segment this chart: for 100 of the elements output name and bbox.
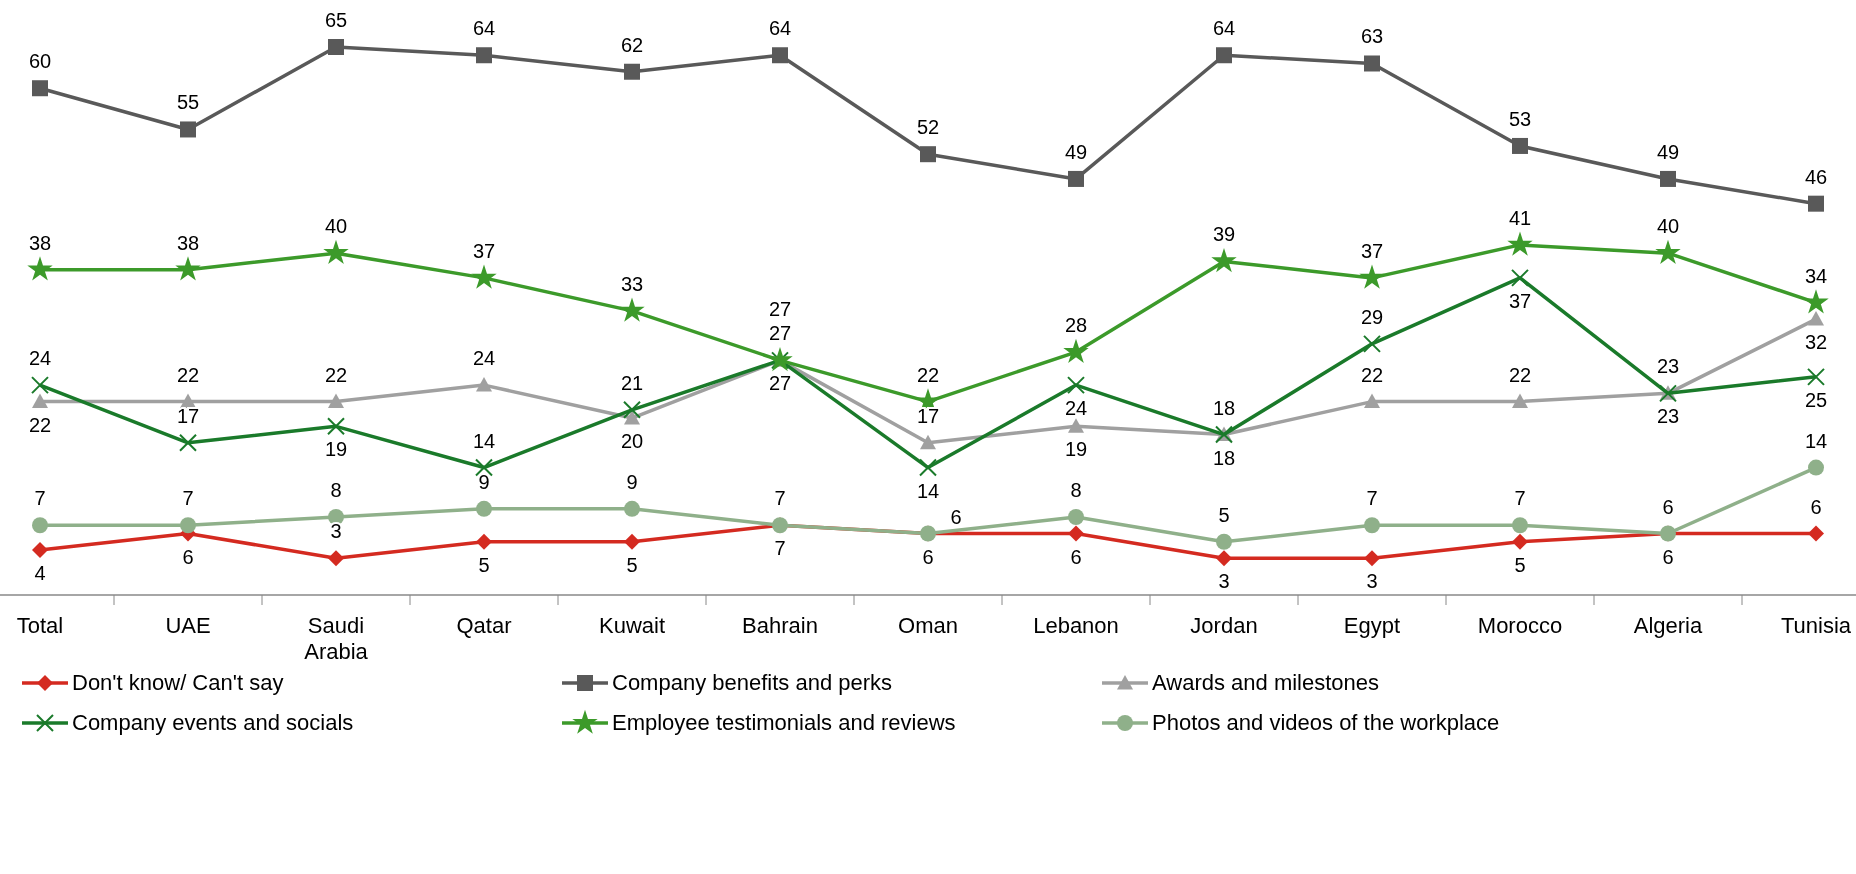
- point: [624, 63, 640, 80]
- data-label: 33: [620, 272, 644, 295]
- point: [32, 517, 48, 534]
- x-tick-label: Tunisia: [1780, 613, 1852, 638]
- data-label: 46: [1804, 165, 1828, 188]
- data-label: 34: [1804, 264, 1828, 287]
- data-label: 29: [1360, 305, 1384, 328]
- point: [323, 239, 349, 264]
- point: [624, 533, 640, 550]
- point: [476, 47, 492, 64]
- data-label: 53: [1508, 107, 1532, 130]
- point: [624, 410, 640, 425]
- point: [624, 500, 640, 517]
- data-label: 32: [1804, 331, 1828, 354]
- point: [1507, 231, 1533, 256]
- data-label: 4: [34, 562, 46, 585]
- point: [327, 417, 345, 436]
- data-label: 49: [1064, 140, 1088, 163]
- point: [920, 146, 936, 163]
- x-tick-label: Qatar: [456, 613, 512, 638]
- data-label: 18: [1212, 446, 1236, 469]
- point: [1211, 248, 1237, 273]
- data-label: 64: [1212, 17, 1236, 40]
- data-label: 14: [916, 479, 940, 502]
- data-label: 24: [28, 347, 52, 370]
- data-label: 5: [1218, 503, 1230, 526]
- point: [619, 297, 645, 322]
- data-label: 22: [28, 413, 52, 436]
- point: [1364, 393, 1380, 408]
- point: [1068, 509, 1084, 526]
- data-label: 9: [626, 470, 638, 493]
- data-label: 64: [768, 17, 792, 40]
- point: [1512, 393, 1528, 408]
- x-tick-label: Egypt: [1343, 613, 1401, 638]
- data-label: 7: [34, 487, 46, 510]
- point: [1808, 525, 1824, 542]
- point: [1068, 170, 1084, 187]
- point: [920, 434, 936, 450]
- point: [772, 47, 788, 64]
- data-label: 65: [324, 9, 348, 31]
- data-label: 8: [1070, 479, 1082, 502]
- point: [623, 400, 641, 419]
- point: [328, 39, 344, 55]
- x-tick-label: Kuwait: [598, 613, 666, 638]
- data-label: 14: [472, 429, 496, 452]
- legend-label: Photos and videos of the workplace: [1152, 710, 1500, 735]
- data-label: 7: [182, 487, 194, 510]
- data-label: 22: [916, 363, 940, 386]
- legend-label: Don't know/ Can't say: [72, 670, 284, 695]
- data-label: 8: [330, 479, 342, 502]
- point: [1364, 550, 1380, 567]
- legend-label: Company benefits and perks: [612, 670, 893, 695]
- point: [1067, 376, 1085, 395]
- point: [328, 550, 344, 567]
- data-label: 38: [28, 231, 52, 254]
- point: [1512, 517, 1528, 534]
- data-label: 7: [1514, 487, 1526, 510]
- point: [27, 256, 53, 281]
- point: [32, 393, 48, 408]
- x-tick-label: Morocco: [1477, 613, 1563, 638]
- data-label: 37: [1360, 239, 1384, 262]
- point: [1655, 239, 1681, 264]
- point: [1068, 418, 1084, 433]
- data-label: 3: [1218, 570, 1230, 593]
- data-label: 5: [1514, 553, 1526, 576]
- point: [1807, 367, 1825, 386]
- x-tick-label: Algeria: [1633, 613, 1703, 638]
- point: [471, 264, 497, 289]
- point: [31, 376, 49, 395]
- x-tick-label: Oman: [898, 613, 958, 638]
- data-label: 28: [1064, 314, 1088, 337]
- data-label: 20: [620, 430, 644, 453]
- point: [1808, 195, 1824, 212]
- data-label: 7: [1366, 487, 1378, 510]
- x-tick-label: UAE: [165, 613, 211, 638]
- point: [919, 458, 937, 477]
- data-label: 64: [472, 17, 496, 40]
- data-label: 6: [1662, 545, 1674, 568]
- x-tick-label: Saudi Arabia: [304, 613, 369, 664]
- data-label: 5: [478, 553, 490, 576]
- x-tick-label: Bahrain: [742, 613, 818, 638]
- point: [1216, 47, 1232, 64]
- point: [1512, 533, 1528, 550]
- point: [476, 377, 492, 392]
- point: [1364, 517, 1380, 534]
- data-label: 19: [324, 438, 348, 461]
- data-label: 39: [1212, 223, 1236, 246]
- data-label: 9: [478, 470, 490, 493]
- data-label: 40: [1656, 215, 1680, 238]
- data-label: 27: [768, 372, 792, 395]
- data-label: 49: [1656, 140, 1680, 163]
- data-label: 38: [176, 231, 200, 254]
- point: [180, 517, 196, 534]
- data-label: 27: [768, 322, 792, 345]
- point: [179, 433, 197, 452]
- data-label: 23: [1656, 405, 1680, 428]
- data-label: 6: [950, 505, 962, 528]
- data-label: 17: [176, 404, 200, 427]
- data-label: 37: [472, 239, 496, 262]
- data-label: 18: [1212, 396, 1236, 419]
